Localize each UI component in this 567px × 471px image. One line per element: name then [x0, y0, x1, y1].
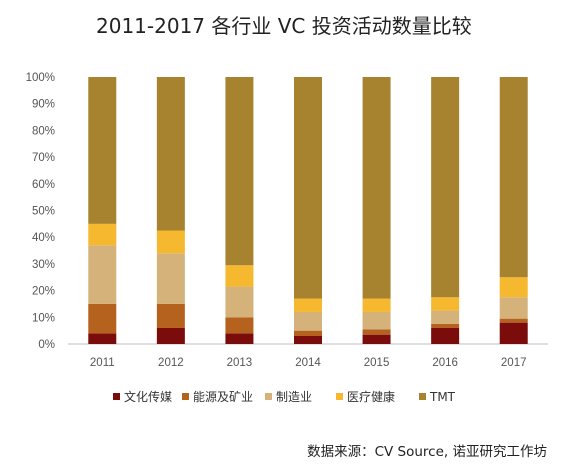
legend-swatch — [113, 393, 120, 400]
bar-segment-2016-1 — [431, 323, 460, 328]
legend-label: 文化传媒 — [124, 389, 172, 404]
y-tick-label: 70% — [32, 152, 55, 164]
y-tick-label: 30% — [32, 259, 55, 271]
x-tick-label: 2015 — [364, 357, 390, 369]
bar-segment-2012-1 — [156, 303, 185, 328]
bar-segment-2016-4 — [431, 77, 460, 298]
bar-segment-2015-0 — [362, 334, 391, 344]
bar-segment-2014-3 — [294, 298, 322, 312]
y-tick-label: 80% — [32, 125, 55, 137]
legend-swatch — [336, 393, 343, 400]
bar-segment-2012-0 — [156, 327, 185, 344]
x-tick-label: 2012 — [158, 357, 184, 369]
y-axis-labels: 0% 10% 20% 30% 40% 50% 60% 70% 80% 90% 100% — [26, 72, 55, 351]
y-tick-label: 20% — [32, 286, 55, 298]
bar-segment-2011-3 — [88, 223, 117, 246]
y-tick-label: 90% — [32, 99, 55, 111]
bar-segment-2017-0 — [499, 322, 528, 344]
bar-segment-2011-1 — [88, 303, 117, 334]
bar-segment-2013-2 — [225, 286, 254, 318]
bar-segment-2012-4 — [156, 77, 185, 231]
legend-swatch — [265, 393, 272, 400]
bar-segment-2014-2 — [294, 311, 322, 331]
legend-swatch — [182, 393, 189, 400]
bar-segment-2014-4 — [294, 77, 322, 299]
bar-segment-2011-4 — [88, 77, 117, 224]
bar-segment-2016-3 — [431, 297, 460, 311]
bar-segment-2015-4 — [362, 77, 391, 299]
y-tick-label: 10% — [32, 312, 55, 324]
bar-segment-2014-1 — [294, 330, 322, 336]
legend-label: 医疗健康 — [347, 389, 395, 404]
y-tick-label: 0% — [38, 339, 55, 351]
bar-segment-2013-0 — [225, 333, 254, 344]
bar-segment-2017-2 — [499, 297, 528, 319]
x-tick-label: 2014 — [295, 357, 321, 369]
y-tick-label: 100% — [26, 72, 55, 84]
bar-segment-2012-3 — [156, 230, 185, 254]
bar-segment-2013-1 — [225, 317, 254, 334]
bar-segment-2017-4 — [499, 77, 528, 278]
bar-segment-2017-3 — [499, 277, 528, 298]
bar-segment-2011-2 — [88, 245, 117, 304]
y-tick-label: 40% — [32, 232, 55, 244]
bar-segment-2016-0 — [431, 327, 460, 344]
legend-label: 能源及矿业 — [193, 390, 253, 404]
x-tick-label: 2013 — [227, 357, 253, 369]
y-tick-label: 50% — [32, 206, 55, 218]
bar-segment-2013-3 — [225, 265, 254, 287]
x-tick-label: 2017 — [501, 357, 527, 369]
x-tick-label: 2016 — [432, 357, 458, 369]
x-tick-label: 2011 — [90, 357, 115, 369]
bars — [88, 77, 528, 344]
bar-segment-2015-2 — [362, 311, 391, 330]
bar-segment-2013-4 — [225, 77, 254, 266]
legend-label: TMT — [429, 390, 456, 404]
bar-segment-2011-0 — [88, 333, 117, 344]
chart-title: 2011-2017 各行业 VC 投资活动数量比较 — [96, 14, 472, 38]
legend: 文化传媒 能源及矿业 制造业 医疗健康 TMT — [113, 389, 456, 404]
bar-segment-2016-2 — [431, 310, 460, 324]
bar-segment-2017-1 — [499, 318, 528, 323]
bar-segment-2015-1 — [362, 329, 391, 335]
x-axis-labels: 2011 2012 2013 2014 2015 2016 2017 — [90, 357, 527, 369]
bar-segment-2015-3 — [362, 298, 391, 312]
bar-segment-2012-2 — [156, 253, 185, 304]
y-tick-label: 60% — [32, 179, 55, 191]
legend-swatch — [419, 393, 426, 400]
bar-segment-2014-0 — [294, 335, 322, 344]
legend-label: 制造业 — [276, 390, 312, 404]
data-source-note: 数据来源：CV Source, 诺亚研究工作坊 — [307, 444, 547, 460]
